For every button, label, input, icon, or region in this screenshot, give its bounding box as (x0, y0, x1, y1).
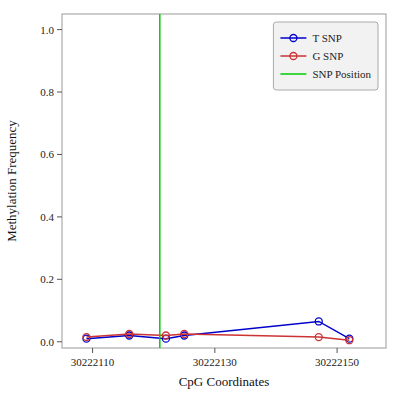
x-tick-label: 30222110 (71, 356, 115, 368)
x-tick-label: 30222150 (315, 356, 360, 368)
point-marker (162, 332, 169, 339)
y-axis-label: Methylation Frequency (4, 120, 19, 242)
y-tick (57, 216, 62, 217)
legend-label: SNP Position (312, 68, 371, 80)
chart: 30222110 30222130 30222150 0.0 0.2 0.4 0.6 0.8 1… (0, 0, 400, 400)
legend-swatch (280, 55, 306, 57)
legend-swatch (280, 73, 306, 75)
y-tick (57, 279, 62, 280)
point-marker (181, 330, 188, 337)
x-tick-label: 30222130 (193, 356, 238, 368)
point-marker (315, 334, 322, 341)
point-marker (126, 330, 133, 337)
y-tick-label: 0.6 (40, 148, 54, 160)
snp-line (159, 14, 161, 348)
legend-label: G SNP (312, 50, 343, 62)
y-tick (57, 154, 62, 155)
y-tick-label: 0.0 (40, 336, 54, 348)
legend-box (273, 22, 378, 90)
y-tick (57, 29, 62, 30)
y-tick-label: 0.2 (40, 273, 54, 285)
y-tick (57, 341, 62, 342)
legend-swatch (280, 37, 306, 39)
point-marker (83, 334, 90, 341)
point-marker (315, 318, 322, 325)
point-marker (346, 337, 353, 344)
legend-marker (290, 35, 297, 42)
legend-marker (290, 53, 297, 60)
series-line (86, 321, 349, 338)
x-tick (92, 348, 93, 353)
y-tick-label: 0.4 (40, 211, 54, 223)
plot-frame (62, 14, 386, 348)
x-axis-label: CpG Coordinates (179, 374, 270, 389)
y-tick (57, 92, 62, 93)
x-tick (337, 348, 338, 353)
y-tick-label: 0.8 (40, 86, 54, 98)
y-tick-label: 1.0 (40, 24, 54, 36)
legend-label: T SNP (312, 32, 341, 44)
x-tick (214, 348, 215, 353)
legend: T SNP G SNP SNP Position (273, 22, 378, 90)
